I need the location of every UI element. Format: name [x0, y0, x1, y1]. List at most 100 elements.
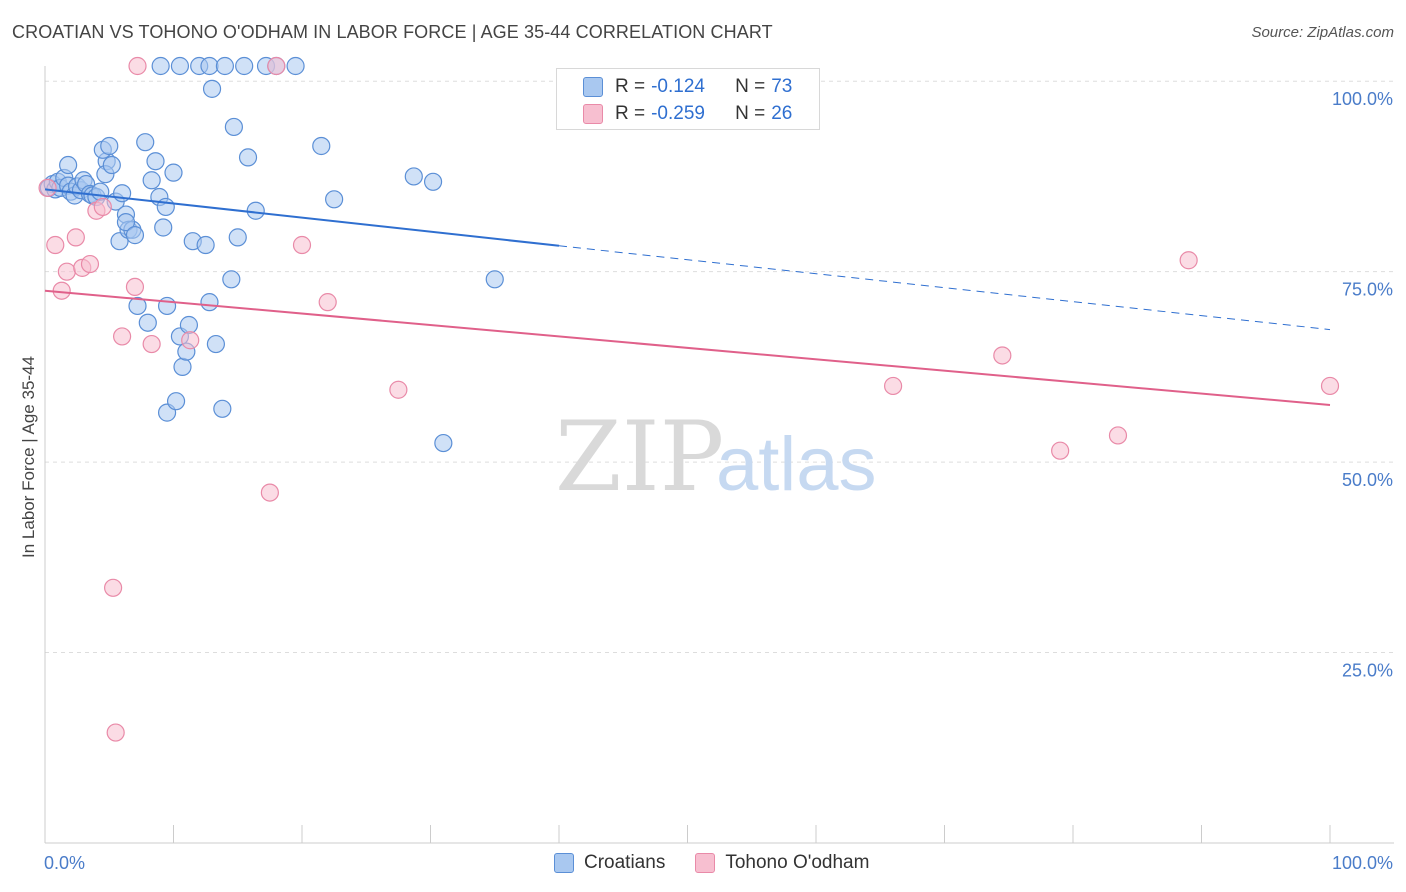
croatians-point: [125, 226, 145, 245]
tohono-point: [1320, 376, 1340, 396]
tohono-point: [181, 331, 200, 350]
croatians-point: [196, 235, 215, 255]
croatians-point: [146, 152, 165, 171]
croatians-point: [170, 56, 190, 76]
croatians-point: [434, 433, 453, 453]
chart-title: CROATIAN VS TOHONO O'ODHAM IN LABOR FORC…: [12, 22, 773, 42]
croatians-point: [151, 56, 170, 76]
tohono-points: [38, 56, 1340, 742]
croatians-point: [312, 136, 331, 156]
croatians-point: [206, 334, 226, 354]
tohono-point: [267, 56, 286, 76]
tohono-point: [57, 262, 76, 281]
stats-legend: R = -0.124 N = 73 R = -0.259 N = 26: [556, 68, 820, 130]
croatians-point: [228, 228, 247, 247]
croatians-point: [59, 155, 78, 175]
tohono-point: [104, 578, 123, 597]
y-axis-title: In Labor Force | Age 35-44: [19, 356, 38, 558]
tohono-point: [1051, 441, 1070, 460]
tohono-point: [125, 277, 145, 297]
legend-r-label: R =: [615, 103, 646, 124]
croatians-point: [128, 296, 147, 316]
trend-lines: [44, 188, 1331, 406]
tohono-point: [128, 56, 147, 76]
tohono-point: [318, 293, 337, 312]
y-tick-label: 75.0%: [1342, 280, 1393, 300]
tohono-point: [106, 723, 125, 742]
croatians-point: [423, 172, 443, 191]
y-tick-label: 100.0%: [1332, 89, 1393, 109]
watermark-atlas: atlas: [716, 422, 877, 507]
legend-r-value: -0.259: [651, 103, 705, 124]
tohono-point: [112, 327, 132, 346]
watermark-zip: ZIP: [555, 401, 724, 513]
watermark: ZIP atlas: [555, 401, 877, 513]
croatians-trend-extension: [558, 245, 1331, 331]
croatians-point: [157, 296, 177, 316]
tohono-point: [993, 346, 1012, 365]
croatians-point: [286, 56, 305, 76]
source-label: Source: ZipAtlas.com: [1251, 24, 1394, 41]
legend-swatch-blue: [583, 77, 603, 97]
tohono-point: [66, 228, 85, 247]
series-legend: Croatians Tohono O'odham: [554, 852, 899, 874]
croatians-points: [39, 56, 504, 453]
croatians-point: [91, 182, 110, 201]
croatians-point: [166, 392, 186, 411]
legend-n-label: N =: [735, 76, 766, 97]
croatians-point: [202, 79, 222, 98]
tick-labels: 100.0% 75.0% 50.0% 25.0% 0.0% 100.0%: [44, 89, 1393, 873]
croatians-point: [179, 315, 199, 335]
croatians-point: [136, 133, 155, 152]
croatians-point: [246, 201, 265, 220]
legend-item-tohono[interactable]: Tohono O'odham: [695, 852, 869, 874]
croatians-point: [213, 399, 232, 418]
legend-item-croatians[interactable]: Croatians: [554, 852, 665, 874]
tohono-trend-line: [44, 289, 1331, 406]
legend-swatch-pink: [695, 853, 716, 873]
tohono-point: [389, 380, 408, 399]
croatians-trend-line: [44, 188, 560, 247]
croatians-point: [142, 171, 161, 190]
croatians-point: [235, 56, 254, 76]
croatians-point: [138, 313, 157, 332]
croatians-point: [116, 213, 136, 232]
tohono-point: [1179, 251, 1198, 270]
tohono-point: [883, 376, 903, 396]
tohono-point: [46, 235, 65, 255]
legend-r-value: -0.124: [651, 76, 705, 97]
legend-row-tohono: R = -0.259 N = 26: [583, 102, 792, 126]
croatians-point: [100, 136, 119, 156]
legend-label-croatians: Croatians: [584, 852, 666, 873]
croatians-point: [215, 56, 234, 76]
legend-label-tohono: Tohono O'odham: [725, 852, 870, 873]
croatians-point: [173, 357, 192, 376]
tohono-point: [142, 334, 161, 354]
croatians-point: [164, 163, 183, 182]
croatians-point: [238, 148, 258, 167]
croatians-point: [485, 270, 504, 289]
croatians-point: [156, 197, 175, 217]
tohono-point: [80, 254, 100, 274]
croatians-point: [404, 167, 423, 186]
croatians-point: [325, 190, 344, 209]
croatians-point: [154, 218, 173, 237]
croatians-point: [200, 56, 219, 76]
croatians-point: [200, 293, 219, 312]
gridlines: [45, 80, 1394, 654]
tohono-point: [1108, 426, 1128, 445]
y-tick-label: 50.0%: [1342, 470, 1393, 490]
croatians-point: [102, 155, 121, 175]
legend-row-croatians: R = -0.124 N = 73: [583, 75, 792, 99]
legend-swatch-blue: [554, 853, 574, 873]
legend-n-value: 73: [771, 76, 793, 97]
legend-swatch-pink: [583, 104, 603, 124]
legend-n-value: 26: [771, 103, 793, 124]
tohono-point: [93, 197, 112, 217]
tohono-point: [292, 235, 312, 255]
legend-r-label: R =: [615, 76, 646, 97]
x-tick-label: 100.0%: [1332, 853, 1393, 873]
tohono-point: [260, 483, 279, 502]
tohono-point: [38, 178, 57, 197]
